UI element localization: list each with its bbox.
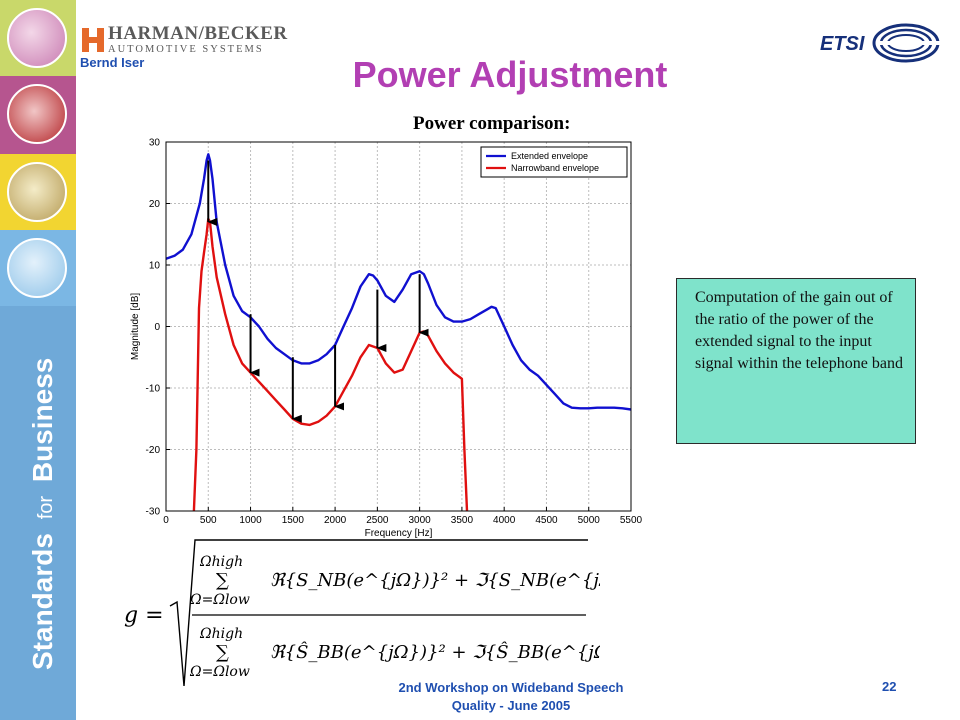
- etsi-logo-text: ETSI: [820, 33, 865, 55]
- footer-line-1: 2nd Workshop on Wideband Speech: [398, 680, 624, 695]
- y-tick-label: 10: [149, 261, 161, 272]
- legend-box: [480, 146, 628, 178]
- legend-label: Extended envelope: [511, 151, 588, 161]
- legend-label: Narrowband envelope: [511, 163, 599, 173]
- sidebar-banner: Standards for Business: [0, 0, 76, 720]
- denominator-upper-limit: Ωhigh: [199, 626, 243, 642]
- gain-formula: g = Ωhigh ∑ Ω=Ωlow ℜ{S_NB(e^{jΩ})}² + ℑ{…: [124, 539, 600, 686]
- svg-text:Standards for Busi: Standards for Business: [27, 358, 58, 670]
- y-tick-label: -10: [146, 384, 161, 395]
- slogan-word-business: Business: [27, 358, 58, 483]
- x-tick-label: 2500: [366, 515, 389, 526]
- x-tick-label: 500: [200, 515, 217, 526]
- denominator-sum-symbol: ∑: [216, 642, 229, 663]
- plot-frame: [165, 141, 632, 512]
- y-tick-label: 30: [149, 138, 161, 149]
- numerator-sum-symbol: ∑: [216, 570, 229, 591]
- company-logo-text: HARMAN/BECKER AUTOMOTIVE SYSTEMS: [108, 24, 288, 56]
- decorative-disc: [7, 238, 67, 298]
- sidebar-slogan: Standards for Business: [27, 358, 58, 670]
- logo-line-1: HARMAN/BECKER: [108, 23, 288, 44]
- footer-line-2: Quality - June 2005: [451, 698, 571, 713]
- decorative-disc: [7, 8, 67, 68]
- sidebar-tile-3: [0, 154, 76, 230]
- explanation-note: Computation of the gain out of the ratio…: [676, 278, 916, 444]
- numerator-upper-limit: Ωhigh: [199, 554, 243, 570]
- chart-title: Power comparison:: [413, 113, 571, 134]
- x-tick-label: 1500: [282, 515, 305, 526]
- series-line-extended-envelope: [165, 153, 632, 411]
- page-number: 22: [882, 679, 897, 694]
- x-tick-label: 4000: [493, 515, 516, 526]
- slogan-word-standards: Standards: [27, 533, 58, 670]
- formula-denominator: ℜ{Ŝ_BB(e^{jΩ})}² + ℑ{Ŝ_BB(e^{jΩ})}²: [270, 640, 600, 663]
- author-name: Bernd Iser: [80, 55, 145, 70]
- y-tick-label: -30: [146, 507, 161, 518]
- harman-becker-logo-icon: [82, 28, 104, 52]
- formula-numerator: ℜ{S_NB(e^{jΩ})}² + ℑ{S_NB(e^{jΩ})}²: [270, 570, 600, 591]
- formula-lhs: g =: [124, 603, 164, 628]
- x-tick-label: 1000: [239, 515, 262, 526]
- slogan-word-for: for: [35, 496, 57, 520]
- power-comparison-chart: 0 500 1000 1500 2000 2500 3000 3500 4000 4500 5000…: [130, 138, 643, 539]
- etsi-logo-icon: ETSI: [820, 23, 940, 63]
- decorative-disc: [7, 84, 67, 144]
- slide-title: Power Adjustment: [352, 54, 668, 95]
- x-tick-label: 5000: [578, 515, 601, 526]
- footer-workshop: 2nd Workshop on Wideband Speech Quality …: [346, 679, 676, 715]
- x-tick-label: 4500: [535, 515, 558, 526]
- sidebar-tile-2: [0, 76, 76, 154]
- sqrt-sign: [169, 539, 588, 686]
- x-tick-label: 3000: [409, 515, 432, 526]
- denominator-lower-limit: Ω=Ωlow: [189, 664, 250, 680]
- x-tick-label: 5500: [620, 515, 643, 526]
- decorative-disc: [7, 162, 67, 222]
- numerator-lower-limit: Ω=Ωlow: [189, 592, 250, 608]
- x-tick-label: 3500: [451, 515, 474, 526]
- y-tick-label: -20: [146, 445, 161, 456]
- x-tick-label: 2000: [324, 515, 347, 526]
- x-axis-label: Frequency [Hz]: [365, 528, 433, 538]
- y-tick-label: 0: [154, 322, 160, 333]
- x-tick-label: 0: [163, 515, 169, 526]
- sidebar-tile-1: [0, 0, 76, 76]
- y-tick-label: 20: [149, 199, 161, 210]
- y-axis-label: Magnitude [dB]: [130, 293, 141, 360]
- logo-line-2: AUTOMOTIVE SYSTEMS: [108, 44, 264, 55]
- series-line-narrowband-envelope: [192, 217, 469, 512]
- sidebar-tile-4: [0, 230, 76, 306]
